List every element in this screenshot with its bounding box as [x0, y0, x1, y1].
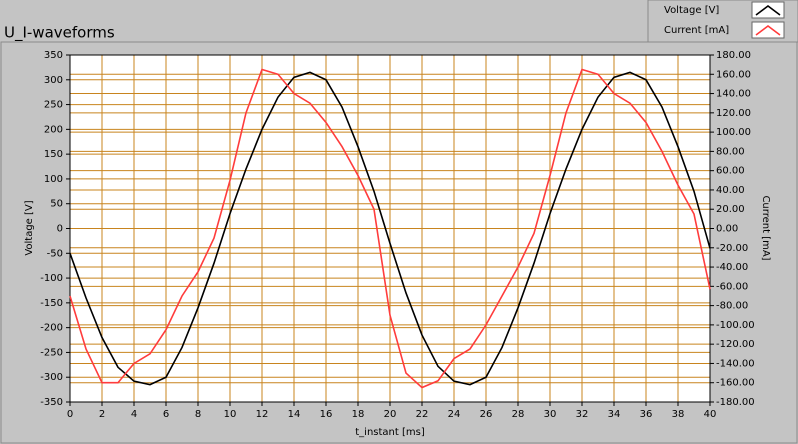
x-tick-label: 32 — [576, 409, 589, 420]
y-tick-label: -150 — [40, 298, 63, 309]
x-tick-label: 4 — [131, 409, 137, 420]
legend-swatch-box — [751, 21, 785, 39]
x-tick-label: 40 — [704, 409, 717, 420]
y2-tick-label: 40.00 — [716, 185, 745, 196]
legend-label: Voltage [V] — [664, 5, 719, 16]
y2-tick-label: 80.00 — [716, 146, 745, 157]
series-line — [69, 71, 711, 386]
y2-tick-label: 160.00 — [716, 69, 751, 80]
x-tick-label: 2 — [99, 409, 105, 420]
chart-title: U_I-waveforms — [4, 24, 115, 43]
x-axis-label: t_instant [ms] — [355, 427, 425, 438]
x-tick-label: 16 — [320, 409, 333, 420]
y-tick-label: -50 — [47, 248, 63, 259]
x-tick-label: 24 — [448, 409, 461, 420]
x-tick-label: 36 — [640, 409, 653, 420]
y-tick-label: 0 — [57, 224, 63, 235]
y2-tick-label: 0.00 — [716, 224, 738, 235]
y-tick-label: -350 — [40, 397, 63, 408]
x-tick-label: 18 — [352, 409, 365, 420]
legend-label: Current [mA] — [664, 25, 729, 36]
x-tick-label: 6 — [163, 409, 169, 420]
y2-tick-label: 100.00 — [716, 127, 751, 138]
y2-tick-label: 120.00 — [716, 108, 751, 119]
legend-swatch — [755, 5, 781, 16]
y2-axis-label: Current [mA] — [760, 195, 771, 260]
series-line — [69, 68, 711, 389]
y-axis-label: Voltage [V] — [24, 200, 35, 255]
x-tick-label: 0 — [67, 409, 73, 420]
y2-tick-label: 20.00 — [716, 204, 745, 215]
y2-tick-label: 140.00 — [716, 89, 751, 100]
x-tick-label: 8 — [195, 409, 201, 420]
y2-tick-label: -40.00 — [716, 262, 748, 273]
y-tick-label: 250 — [44, 100, 63, 111]
y2-tick-label: -180.00 — [716, 397, 755, 408]
x-tick-label: 12 — [256, 409, 269, 420]
y-tick-label: -250 — [40, 347, 63, 358]
x-tick-label: 14 — [288, 409, 301, 420]
y-tick-label: 350 — [44, 50, 63, 61]
y-tick-label: 50 — [50, 199, 63, 210]
y-tick-label: -300 — [40, 372, 63, 383]
x-tick-label: 26 — [480, 409, 493, 420]
legend-swatch — [755, 25, 781, 36]
y-tick-label: -200 — [40, 323, 63, 334]
x-tick-label: 10 — [224, 409, 237, 420]
plot-border — [69, 54, 711, 403]
y2-tick-label: -100.00 — [716, 320, 755, 331]
y-tick-label: 150 — [44, 149, 63, 160]
y2-tick-label: -80.00 — [716, 301, 748, 312]
y2-tick-label: -160.00 — [716, 378, 755, 389]
y2-tick-label: -20.00 — [716, 243, 748, 254]
y-tick-label: -100 — [40, 273, 63, 284]
x-tick-label: 38 — [672, 409, 685, 420]
x-tick-label: 20 — [384, 409, 397, 420]
x-tick-label: 28 — [512, 409, 525, 420]
legend-swatch-box — [751, 1, 785, 19]
x-tick-label: 34 — [608, 409, 621, 420]
y-tick-label: 200 — [44, 124, 63, 135]
frame — [0, 41, 798, 444]
y-tick-label: 100 — [44, 174, 63, 185]
y2-tick-label: -120.00 — [716, 339, 755, 350]
y-tick-label: 300 — [44, 75, 63, 86]
y2-tick-label: 180.00 — [716, 50, 751, 61]
y2-tick-label: -60.00 — [716, 281, 748, 292]
x-tick-label: 22 — [416, 409, 429, 420]
x-tick-label: 30 — [544, 409, 557, 420]
y2-tick-label: -140.00 — [716, 358, 755, 369]
y2-tick-label: 60.00 — [716, 166, 745, 177]
